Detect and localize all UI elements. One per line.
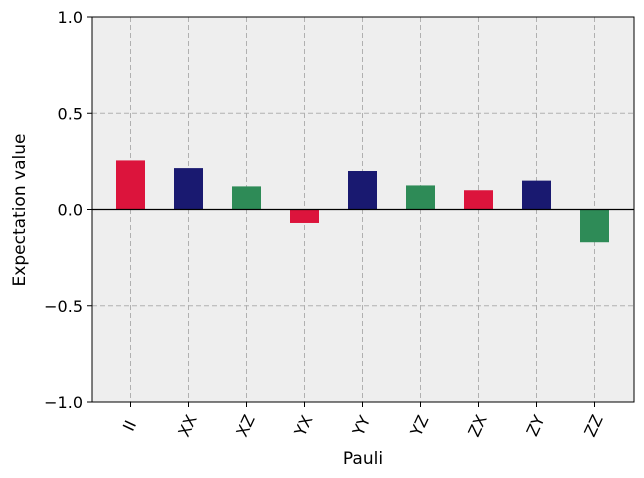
y-axis-label: Expectation value [10, 134, 30, 287]
bar-yz [406, 185, 435, 210]
x-tick-label: ZX [464, 412, 491, 440]
bar-yy [348, 171, 377, 210]
y-tick-label: −0.5 [44, 297, 83, 316]
x-axis-label: Pauli [343, 449, 383, 469]
bar-yx [290, 209, 319, 223]
x-tick-label: YZ [406, 412, 432, 440]
x-tick-label: YY [348, 413, 374, 440]
x-tick-label: XZ [232, 412, 259, 440]
y-tick-label: 0.5 [58, 104, 83, 123]
bars [116, 160, 609, 243]
bar-zz [580, 209, 609, 243]
x-tick-label: YX [290, 412, 316, 440]
x-tick-label: ZY [523, 412, 549, 439]
bar-ii [116, 160, 145, 210]
y-tick-label: −1.0 [44, 393, 83, 412]
x-tick-label: ZZ [580, 412, 607, 440]
x-tick-label: XX [174, 412, 201, 440]
x-tick-label: II [119, 417, 140, 434]
y-tick-label: 0.0 [58, 201, 83, 220]
bar-zy [522, 180, 551, 210]
x-axis-ticks: II XX XZ YX YY YZ ZX ZY ZZ [119, 402, 607, 440]
bar-zx [464, 190, 493, 210]
bar-xz [232, 186, 261, 210]
y-tick-label: 1.0 [58, 8, 83, 27]
y-axis-ticks: −1.0 −0.5 0.0 0.5 1.0 [44, 8, 92, 412]
bar-xx [174, 168, 203, 210]
